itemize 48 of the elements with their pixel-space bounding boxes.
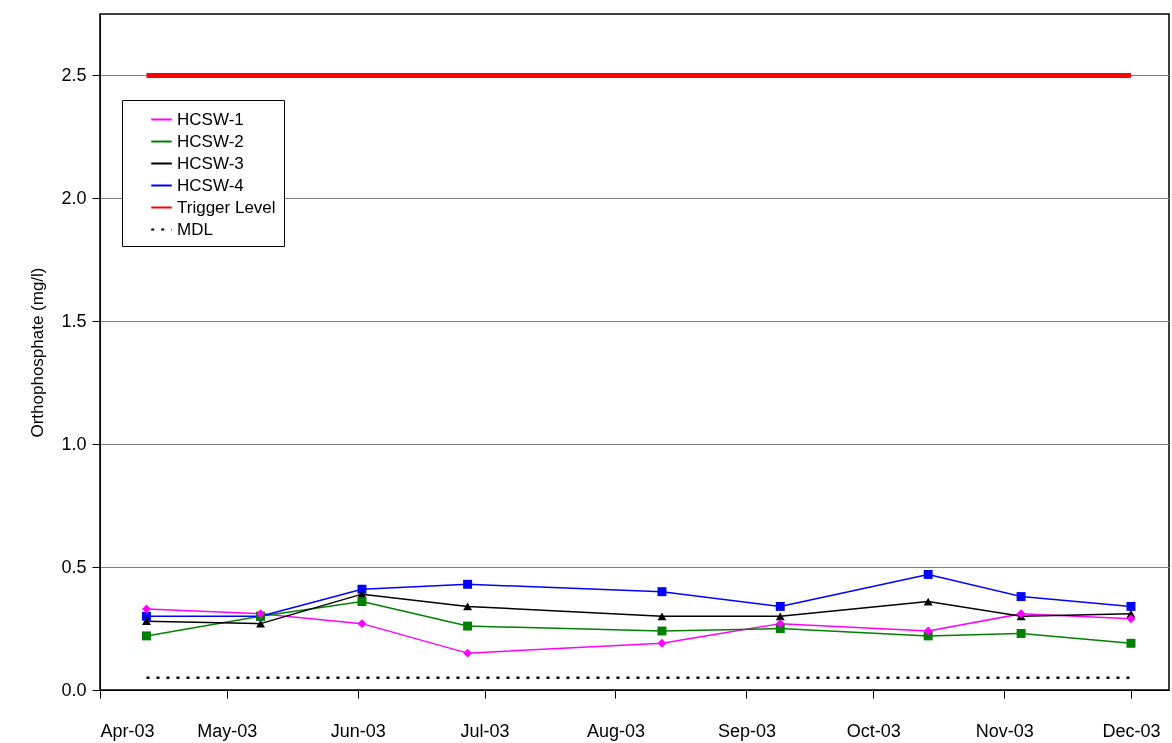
point bbox=[1126, 638, 1136, 648]
point bbox=[1126, 614, 1136, 624]
point bbox=[657, 638, 667, 648]
y-tick-label: 1.5 bbox=[61, 310, 87, 331]
point bbox=[1016, 628, 1026, 638]
point bbox=[357, 584, 367, 594]
point bbox=[923, 569, 933, 579]
point bbox=[775, 619, 785, 629]
point bbox=[142, 631, 151, 641]
point bbox=[775, 612, 785, 621]
x-tick-label: Oct-03 bbox=[846, 720, 901, 741]
y-tick-label: 0.5 bbox=[61, 556, 87, 577]
point bbox=[142, 617, 151, 626]
x-tick-label: Sep-03 bbox=[717, 720, 776, 741]
point bbox=[463, 602, 473, 611]
point bbox=[142, 604, 151, 614]
point bbox=[923, 626, 933, 636]
legend-label: HCSW-1 bbox=[177, 109, 244, 129]
x-tick-label: Jul-03 bbox=[460, 720, 510, 741]
y-axis-title: Orthophosphate (mg/l) bbox=[28, 267, 48, 438]
legend-label: Trigger Level bbox=[177, 197, 276, 217]
point bbox=[657, 587, 667, 597]
point bbox=[657, 626, 667, 636]
point bbox=[463, 621, 473, 631]
point bbox=[775, 601, 785, 611]
legend-label: HCSW-3 bbox=[177, 153, 244, 173]
y-tick-label: 2.5 bbox=[61, 64, 87, 85]
point bbox=[256, 619, 266, 628]
y-tick-label: 1.0 bbox=[61, 433, 87, 454]
point bbox=[357, 619, 367, 629]
legend-label: HCSW-4 bbox=[177, 175, 244, 195]
x-tick-label: Apr-03 bbox=[100, 720, 155, 741]
x-tick-label: Jun-03 bbox=[330, 720, 386, 741]
x-tick-label: May-03 bbox=[197, 720, 258, 741]
point bbox=[357, 597, 367, 606]
point bbox=[1016, 592, 1026, 602]
x-tick-label: Nov-03 bbox=[975, 720, 1034, 741]
legend-label: HCSW-2 bbox=[177, 131, 244, 151]
point bbox=[923, 597, 933, 606]
legend-label: MDL bbox=[177, 219, 213, 239]
point bbox=[463, 579, 473, 589]
point bbox=[1126, 601, 1136, 611]
point bbox=[657, 612, 667, 621]
y-tick-label: 0.0 bbox=[61, 679, 87, 700]
x-tick-label: Dec-03 bbox=[1102, 720, 1161, 741]
point bbox=[463, 648, 473, 658]
y-tick-label: 2.0 bbox=[61, 187, 87, 208]
x-tick-label: Aug-03 bbox=[586, 720, 646, 741]
